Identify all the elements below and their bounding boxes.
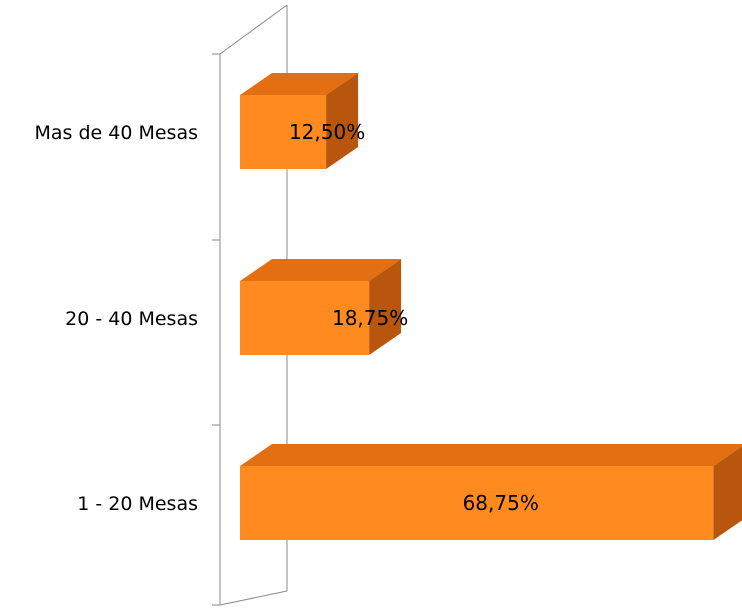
bar-front-1-20-mesas (240, 466, 714, 540)
bar-front-mas-de-40-mesas (240, 95, 327, 169)
category-label-20-40-mesas: 20 - 40 Mesas (65, 308, 198, 330)
data-label-1-20-mesas: 68,75% (463, 491, 539, 515)
side-wall-bottom (219, 590, 288, 606)
bar-top-1-20-mesas (240, 444, 742, 466)
category-labels: 1 - 20 Mesas 20 - 40 Mesas Mas de 40 Mesas (34, 122, 198, 515)
data-labels: 68,75% 18,75% 12,50% (289, 120, 539, 515)
side-wall-top (219, 4, 288, 55)
bar-side-mas-de-40-mesas (326, 73, 359, 169)
bar-front-20-40-mesas (240, 281, 370, 355)
bar-20-40-mesas (240, 259, 402, 355)
bar-side-1-20-mesas (713, 446, 742, 540)
bars (240, 73, 742, 540)
data-label-20-40-mesas: 18,75% (332, 306, 408, 330)
bar-side-20-40-mesas (369, 259, 402, 355)
bar-top-20-40-mesas (240, 259, 402, 281)
bar-top-mas-de-40-mesas (240, 73, 359, 95)
bar-1-20-mesas (240, 444, 742, 540)
bar-mas-de-40-mesas (240, 73, 359, 169)
category-label-mas-de-40-mesas: Mas de 40 Mesas (34, 122, 198, 144)
data-label-mas-de-40-mesas: 12,50% (289, 120, 365, 144)
category-label-1-20-mesas: 1 - 20 Mesas (77, 493, 198, 515)
